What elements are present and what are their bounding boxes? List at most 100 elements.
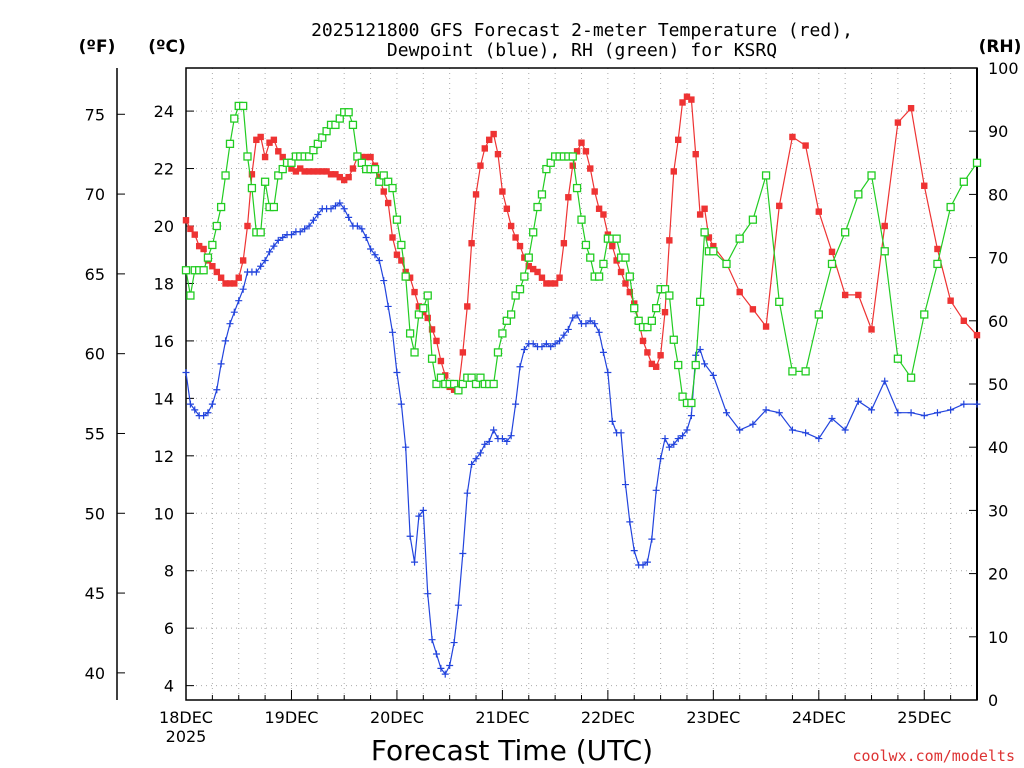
- dewpoint-point: [305, 222, 313, 230]
- temperature-point: [666, 237, 673, 244]
- temperature-point: [802, 142, 809, 149]
- dewpoint-point: [762, 406, 770, 414]
- temperature-point: [609, 242, 616, 250]
- temperature-point: [323, 168, 330, 175]
- dewpoint-point: [340, 205, 348, 213]
- dewpoint-point: [235, 297, 243, 305]
- dewpoint-point: [556, 337, 564, 345]
- dewpoint-point: [490, 426, 498, 434]
- rh-point: [221, 171, 230, 180]
- dewpoint-point: [920, 412, 928, 420]
- temperature-point: [393, 251, 401, 258]
- temperature-point: [657, 352, 664, 359]
- temperature-point: [332, 171, 339, 178]
- dewpoint-point: [701, 360, 709, 368]
- celsius-tick-label: 8: [164, 562, 174, 581]
- dewpoint-point: [415, 512, 423, 520]
- rh-point: [392, 215, 402, 224]
- rh-point: [379, 171, 388, 180]
- temperature-point: [402, 268, 409, 276]
- temperature-point: [244, 222, 251, 230]
- temperature-point: [358, 153, 366, 161]
- celsius-tick-label: 18: [154, 274, 174, 293]
- rh-tick-label: 0: [988, 691, 998, 710]
- fahrenheit-unit-label: (ºF): [79, 37, 116, 57]
- temperature-point: [191, 231, 198, 238]
- dewpoint-point: [428, 636, 436, 644]
- temperature-point: [253, 136, 260, 144]
- rh-point: [304, 152, 314, 161]
- fahrenheit-tick-label: 70: [85, 185, 105, 204]
- dewpoint-point: [345, 213, 353, 221]
- rh-point: [841, 228, 850, 237]
- rh-point: [647, 316, 656, 325]
- rh-point: [687, 398, 696, 408]
- dewpoint-point: [472, 455, 480, 463]
- dewpoint-point: [450, 639, 458, 647]
- rh-point: [269, 202, 279, 212]
- rh-point: [594, 272, 604, 281]
- dewpoint-point: [648, 535, 656, 543]
- dewpoint-point: [252, 268, 260, 276]
- rh-point: [933, 259, 942, 269]
- temperature-point: [652, 363, 660, 370]
- rh-point: [216, 202, 226, 212]
- dewpoint-point: [498, 435, 506, 443]
- rh-point: [230, 114, 239, 123]
- temperature-point: [815, 208, 822, 215]
- dewpoint-point: [775, 409, 783, 417]
- rh-point: [449, 379, 459, 389]
- rh-point: [577, 215, 586, 224]
- temperature-point: [582, 148, 590, 155]
- rh-point: [181, 266, 191, 275]
- temperature-point: [472, 191, 480, 198]
- temperature-point: [305, 168, 313, 175]
- dewpoint-point: [538, 343, 546, 351]
- dewpoint-point: [595, 328, 603, 336]
- rh-point: [313, 139, 322, 148]
- temperature-point: [499, 188, 506, 195]
- temperature-point: [529, 265, 537, 273]
- dewpoint-point: [393, 369, 401, 377]
- temperature-point: [534, 268, 541, 276]
- rh-point: [348, 120, 358, 130]
- temperature-point: [376, 173, 383, 181]
- temperature-point: [573, 148, 581, 155]
- dewpoint-point: [569, 314, 577, 322]
- celsius-tick-label: 16: [154, 332, 174, 351]
- x-tick-label: 18DEC: [159, 708, 213, 727]
- celsius-tick-label: 4: [164, 677, 174, 696]
- rh-point: [674, 360, 683, 370]
- temperature-point: [257, 133, 264, 141]
- temperature-point: [644, 349, 651, 356]
- dewpoint-point: [371, 251, 379, 259]
- x-tick-label: 20DEC: [370, 708, 424, 727]
- rh-point: [854, 190, 863, 199]
- rh-point: [199, 266, 208, 275]
- rh-point: [586, 253, 595, 262]
- dewpoint-point: [630, 547, 638, 555]
- temperature-point: [617, 268, 625, 276]
- rh-series: [181, 101, 982, 408]
- temperature-point: [450, 386, 458, 393]
- temperature-point: [749, 306, 757, 313]
- temperature-point: [736, 288, 743, 296]
- rh-point: [906, 373, 916, 382]
- dewpoint-point: [437, 664, 445, 672]
- dewpoint-point: [314, 211, 322, 219]
- rh-point: [669, 335, 678, 344]
- dewpoint-point: [389, 328, 397, 336]
- rh-point: [471, 379, 481, 389]
- temperature-point: [275, 148, 282, 155]
- dewpoint-point: [226, 320, 234, 328]
- temperature-point: [512, 234, 519, 241]
- dewpoint-point: [507, 432, 515, 440]
- temperature-point: [600, 211, 607, 218]
- temperature-point: [481, 145, 488, 152]
- dewpoint-point: [367, 245, 375, 253]
- temperature-point: [507, 222, 515, 230]
- fahrenheit-tick-label: 60: [85, 345, 105, 364]
- celsius-unit-label: (ºC): [148, 37, 186, 57]
- dewpoint-point: [652, 486, 660, 494]
- celsius-tick-label: 12: [154, 447, 174, 466]
